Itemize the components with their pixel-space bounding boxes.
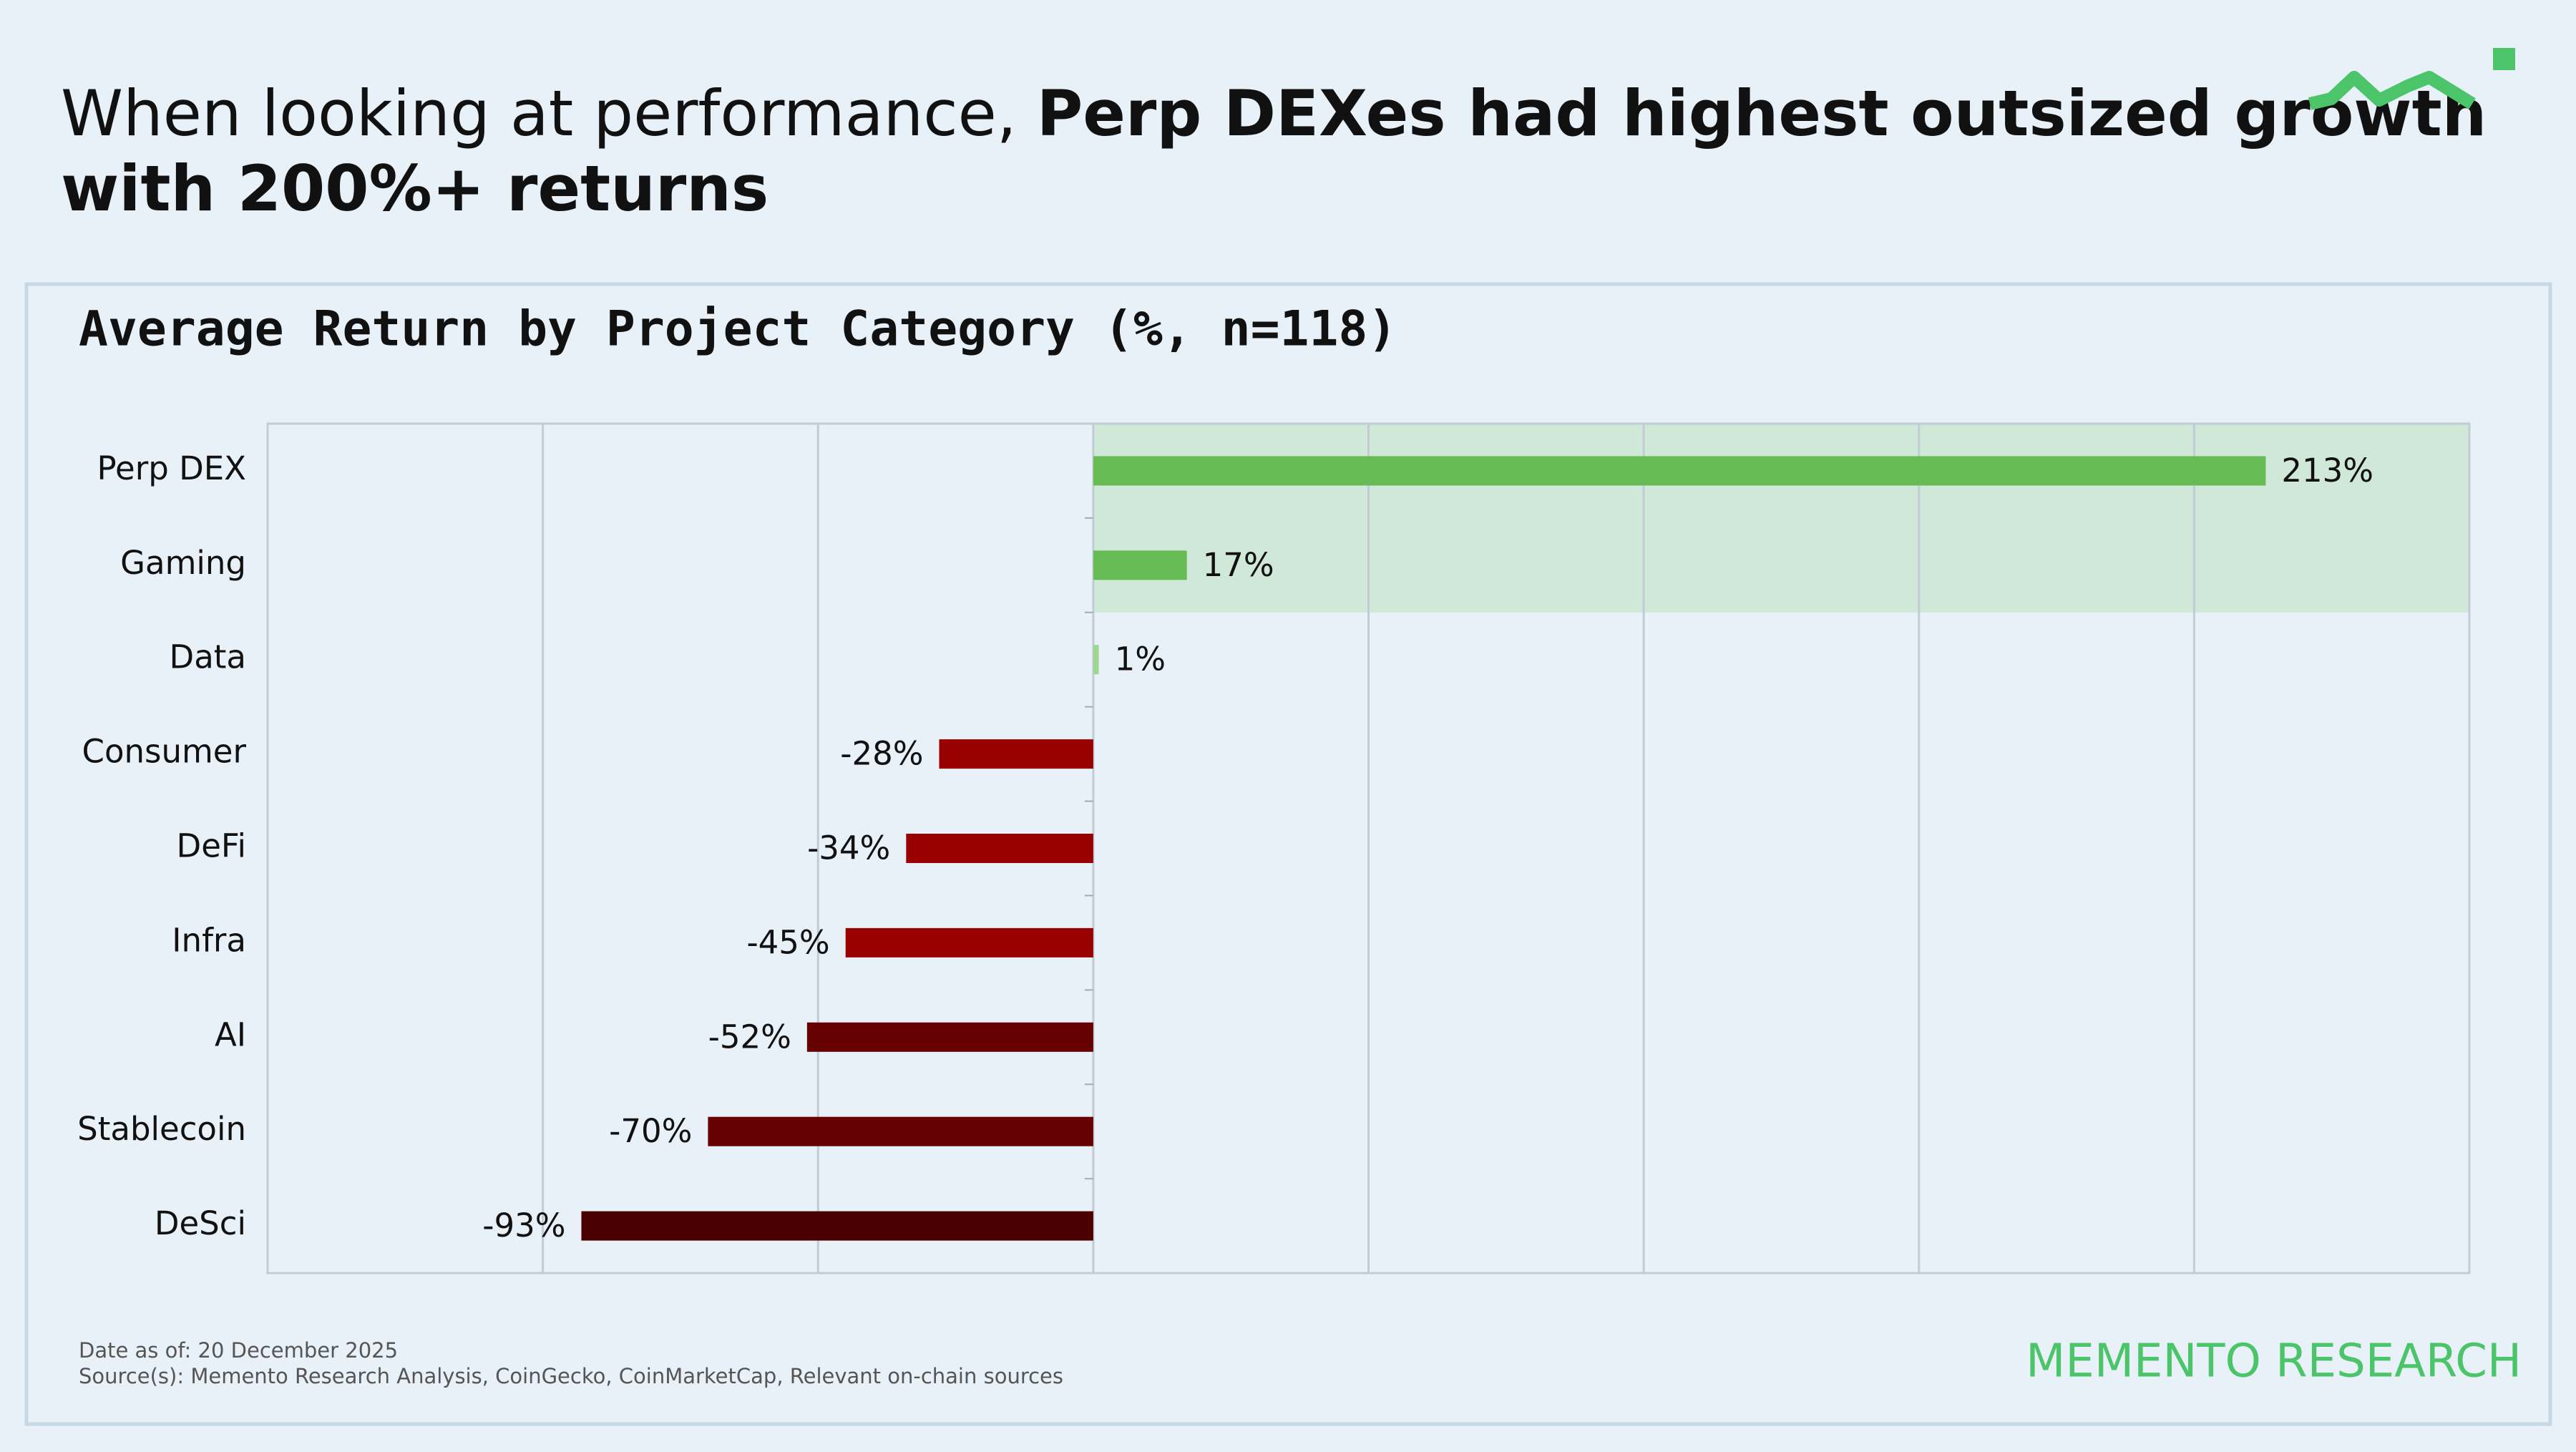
plot: Perp DEX 213% Gaming 17% Data 1% Consumer -28% D… [77, 422, 2471, 1275]
value-label: 17% [1203, 546, 1274, 584]
value-label: 213% [2281, 452, 2373, 489]
title-bold: Perp DEXes had highest outsized growth [1037, 77, 2487, 150]
value-label: -93% [482, 1207, 565, 1244]
bar [1093, 645, 1099, 675]
date-note: Date as of: 20 December 2025 [79, 1338, 398, 1363]
category-label: Gaming [120, 544, 246, 582]
bar [581, 1211, 1093, 1241]
category-label: DeSci [155, 1204, 246, 1242]
value-label: -45% [746, 923, 829, 961]
plot-frame [266, 422, 2471, 1275]
category-label: AI [215, 1015, 246, 1053]
bar [708, 1116, 1093, 1146]
bar [806, 1022, 1093, 1052]
bar [845, 927, 1093, 958]
bar [1093, 550, 1187, 580]
title-normal: When looking at performance, [61, 77, 1037, 150]
title: When looking at performance, Perp DEXes … [61, 77, 2487, 150]
value-label: -34% [807, 829, 890, 867]
category-label: Data [170, 638, 246, 676]
category-label: Stablecoin [77, 1110, 246, 1148]
category-label: Infra [172, 921, 246, 959]
bar [906, 834, 1093, 863]
category-label: Perp DEX [97, 449, 247, 487]
value-label: -28% [840, 735, 923, 773]
title-bold-line: with 200%+ returns [61, 152, 769, 225]
highlight-band [1093, 424, 2469, 613]
value-label: 1% [1115, 640, 1166, 678]
value-label: -52% [708, 1018, 791, 1056]
logo-square [2493, 48, 2515, 70]
logo-line [2308, 71, 2476, 110]
category-label: DeFi [177, 827, 246, 865]
panel [24, 282, 2552, 1426]
chart-title: Average Return by Project Category (%, n… [79, 301, 1397, 358]
source-note: Source(s): Memento Research Analysis, Co… [79, 1364, 1063, 1388]
brand: MEMENTO RESEARCH [2026, 1335, 2522, 1388]
bar [1093, 456, 2266, 486]
logo [2308, 48, 2515, 110]
value-label: -70% [609, 1112, 692, 1150]
bar [939, 739, 1093, 769]
category-label: Consumer [82, 733, 247, 771]
